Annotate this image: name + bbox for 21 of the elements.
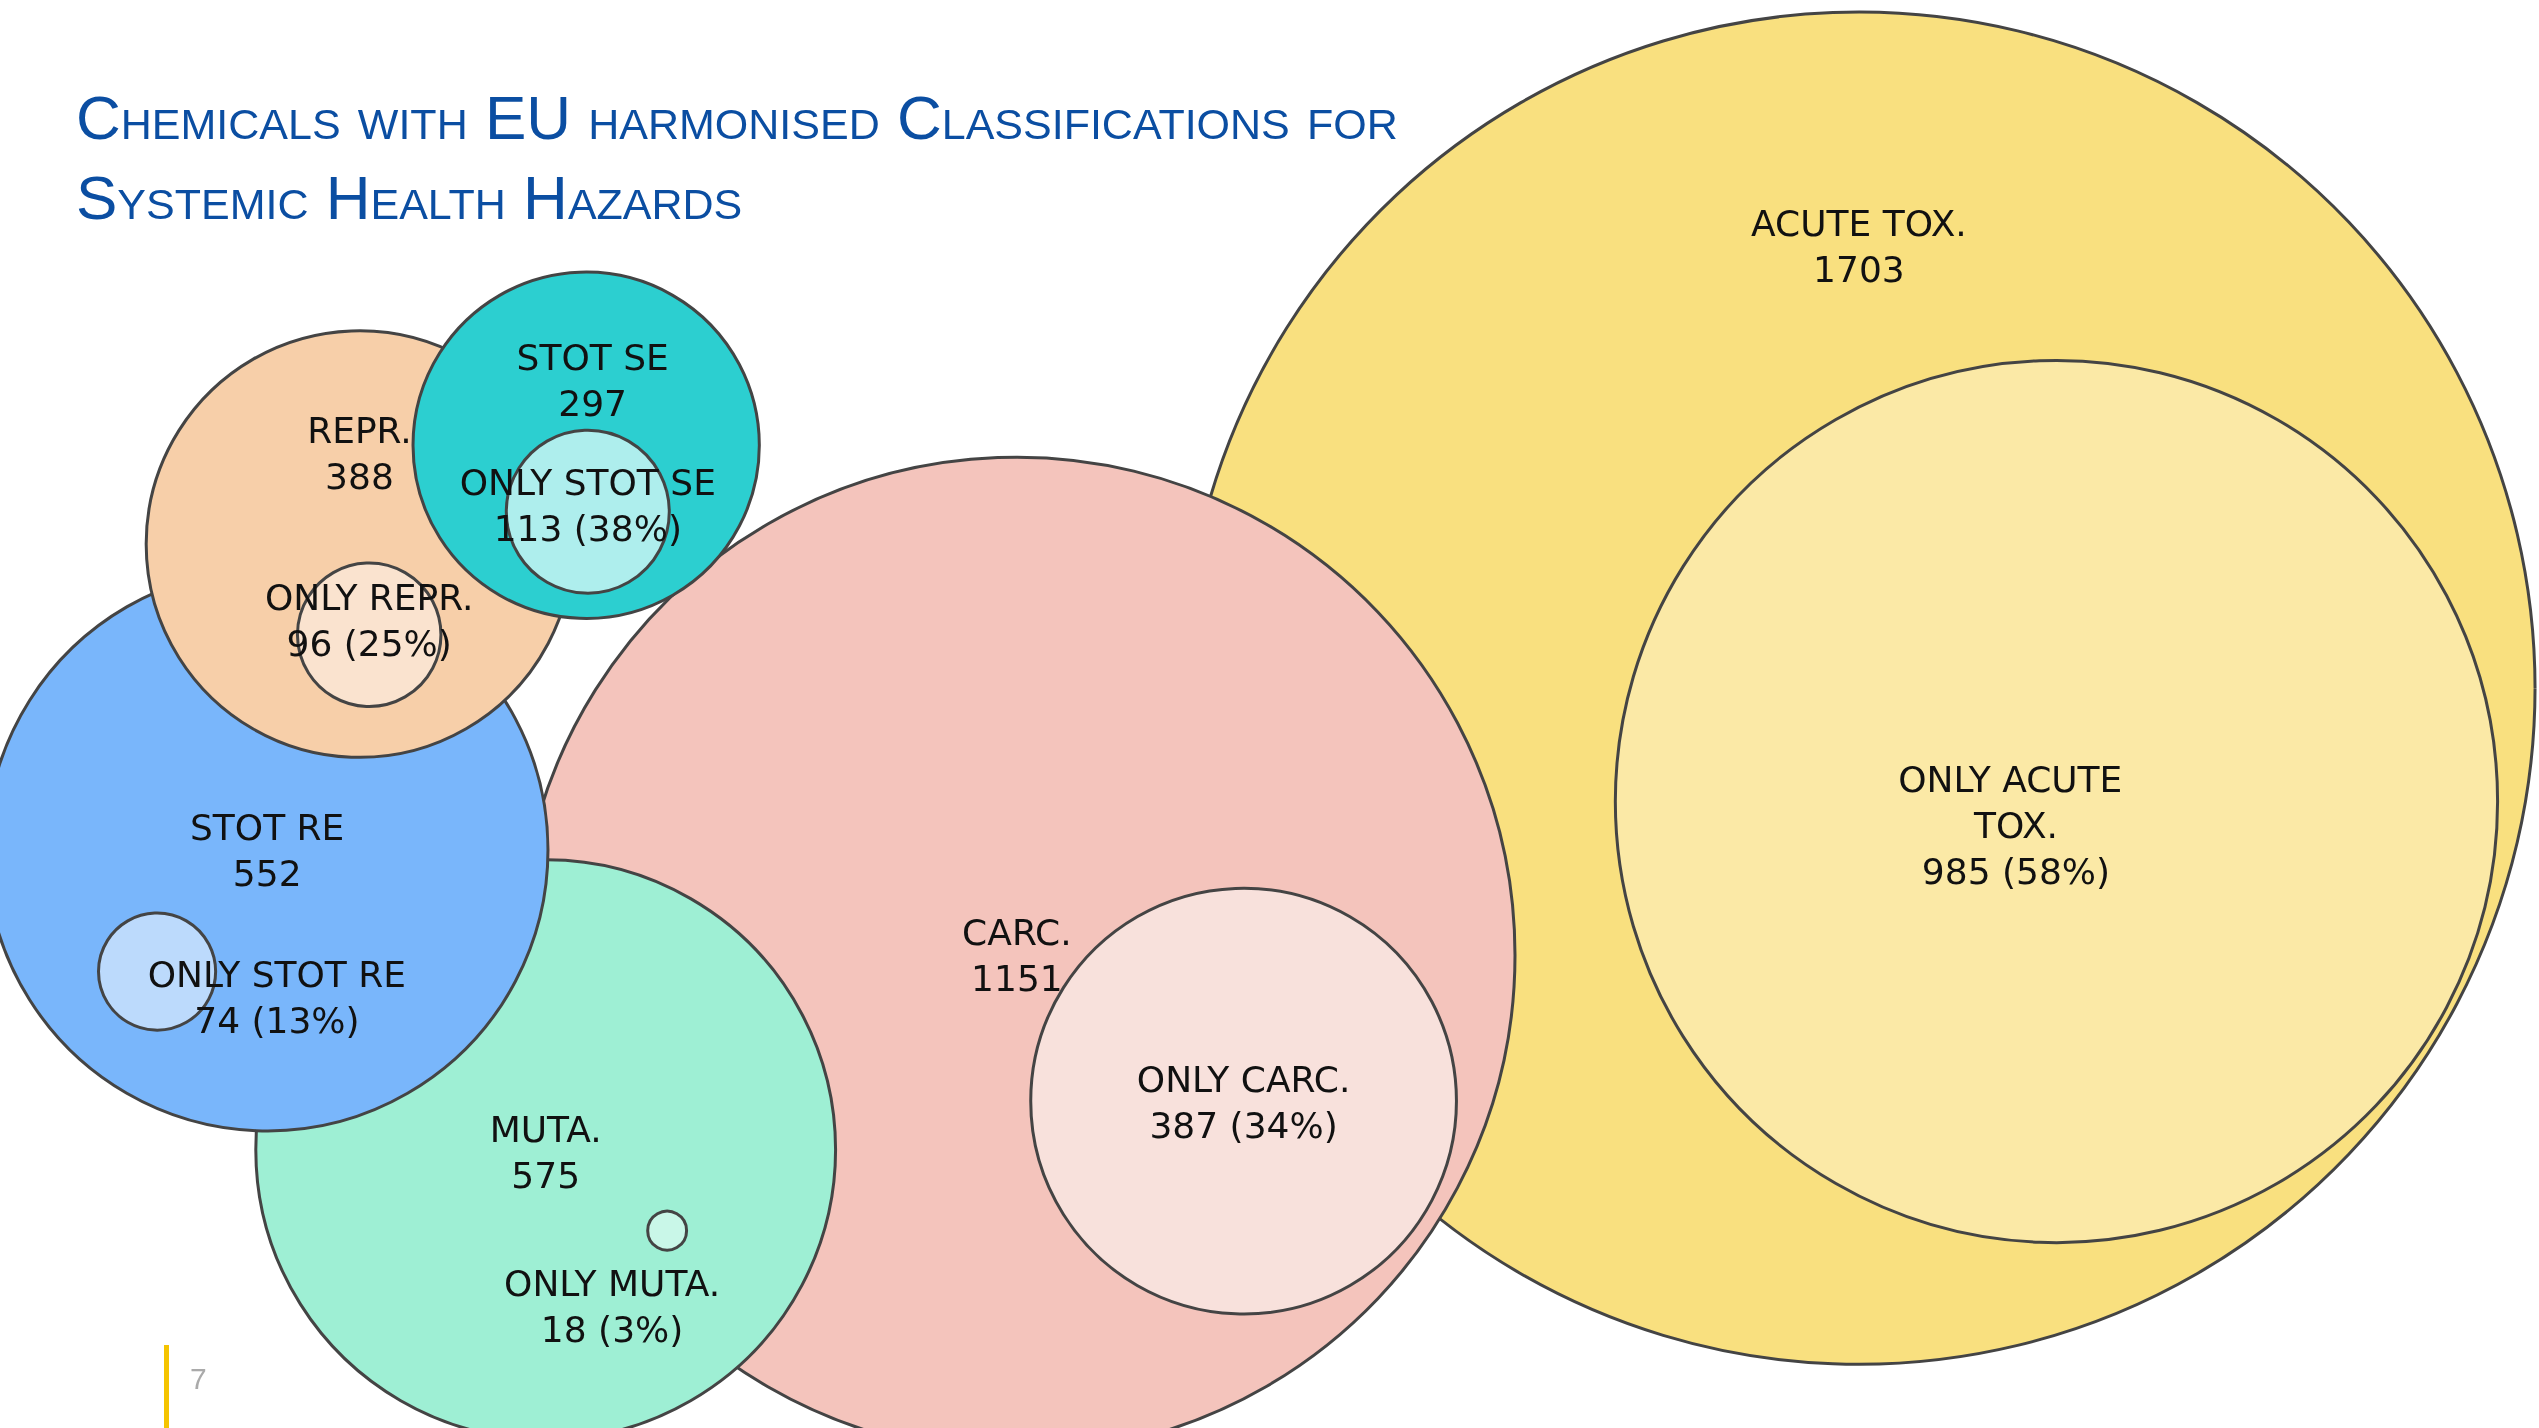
text: 7 bbox=[190, 1362, 207, 1396]
category-label: STOT SE bbox=[516, 337, 669, 379]
data-label: 297 bbox=[558, 383, 628, 425]
category-label: MUTA. bbox=[489, 1109, 602, 1151]
data-label: 1151 bbox=[971, 957, 1063, 999]
category-label: ONLY ACUTE TOX. bbox=[1898, 759, 2134, 847]
category-label: ACUTE TOX. bbox=[1751, 202, 1967, 244]
category-label: STOT RE bbox=[189, 806, 345, 848]
category-label: ONLY CARC. bbox=[1136, 1059, 1351, 1101]
data-label: 18 (3%) bbox=[540, 1309, 684, 1351]
category-label: REPR. bbox=[307, 409, 412, 451]
data-label: 388 bbox=[325, 455, 394, 497]
data-label: 552 bbox=[232, 852, 302, 894]
category-label: ONLY MUTA. bbox=[504, 1263, 721, 1305]
text: Chemicals with EU harmonised Classifications for Systemic Health Hazards bbox=[76, 82, 1399, 234]
category-label: CARC. bbox=[962, 911, 1072, 953]
data-label: 1703 bbox=[1813, 248, 1905, 290]
data-label: 387 (34%) bbox=[1149, 1105, 1338, 1147]
data-label: 985 (58%) bbox=[1921, 851, 2111, 893]
data-label: 575 bbox=[511, 1155, 581, 1197]
data-label: 74 (13%) bbox=[194, 999, 360, 1041]
